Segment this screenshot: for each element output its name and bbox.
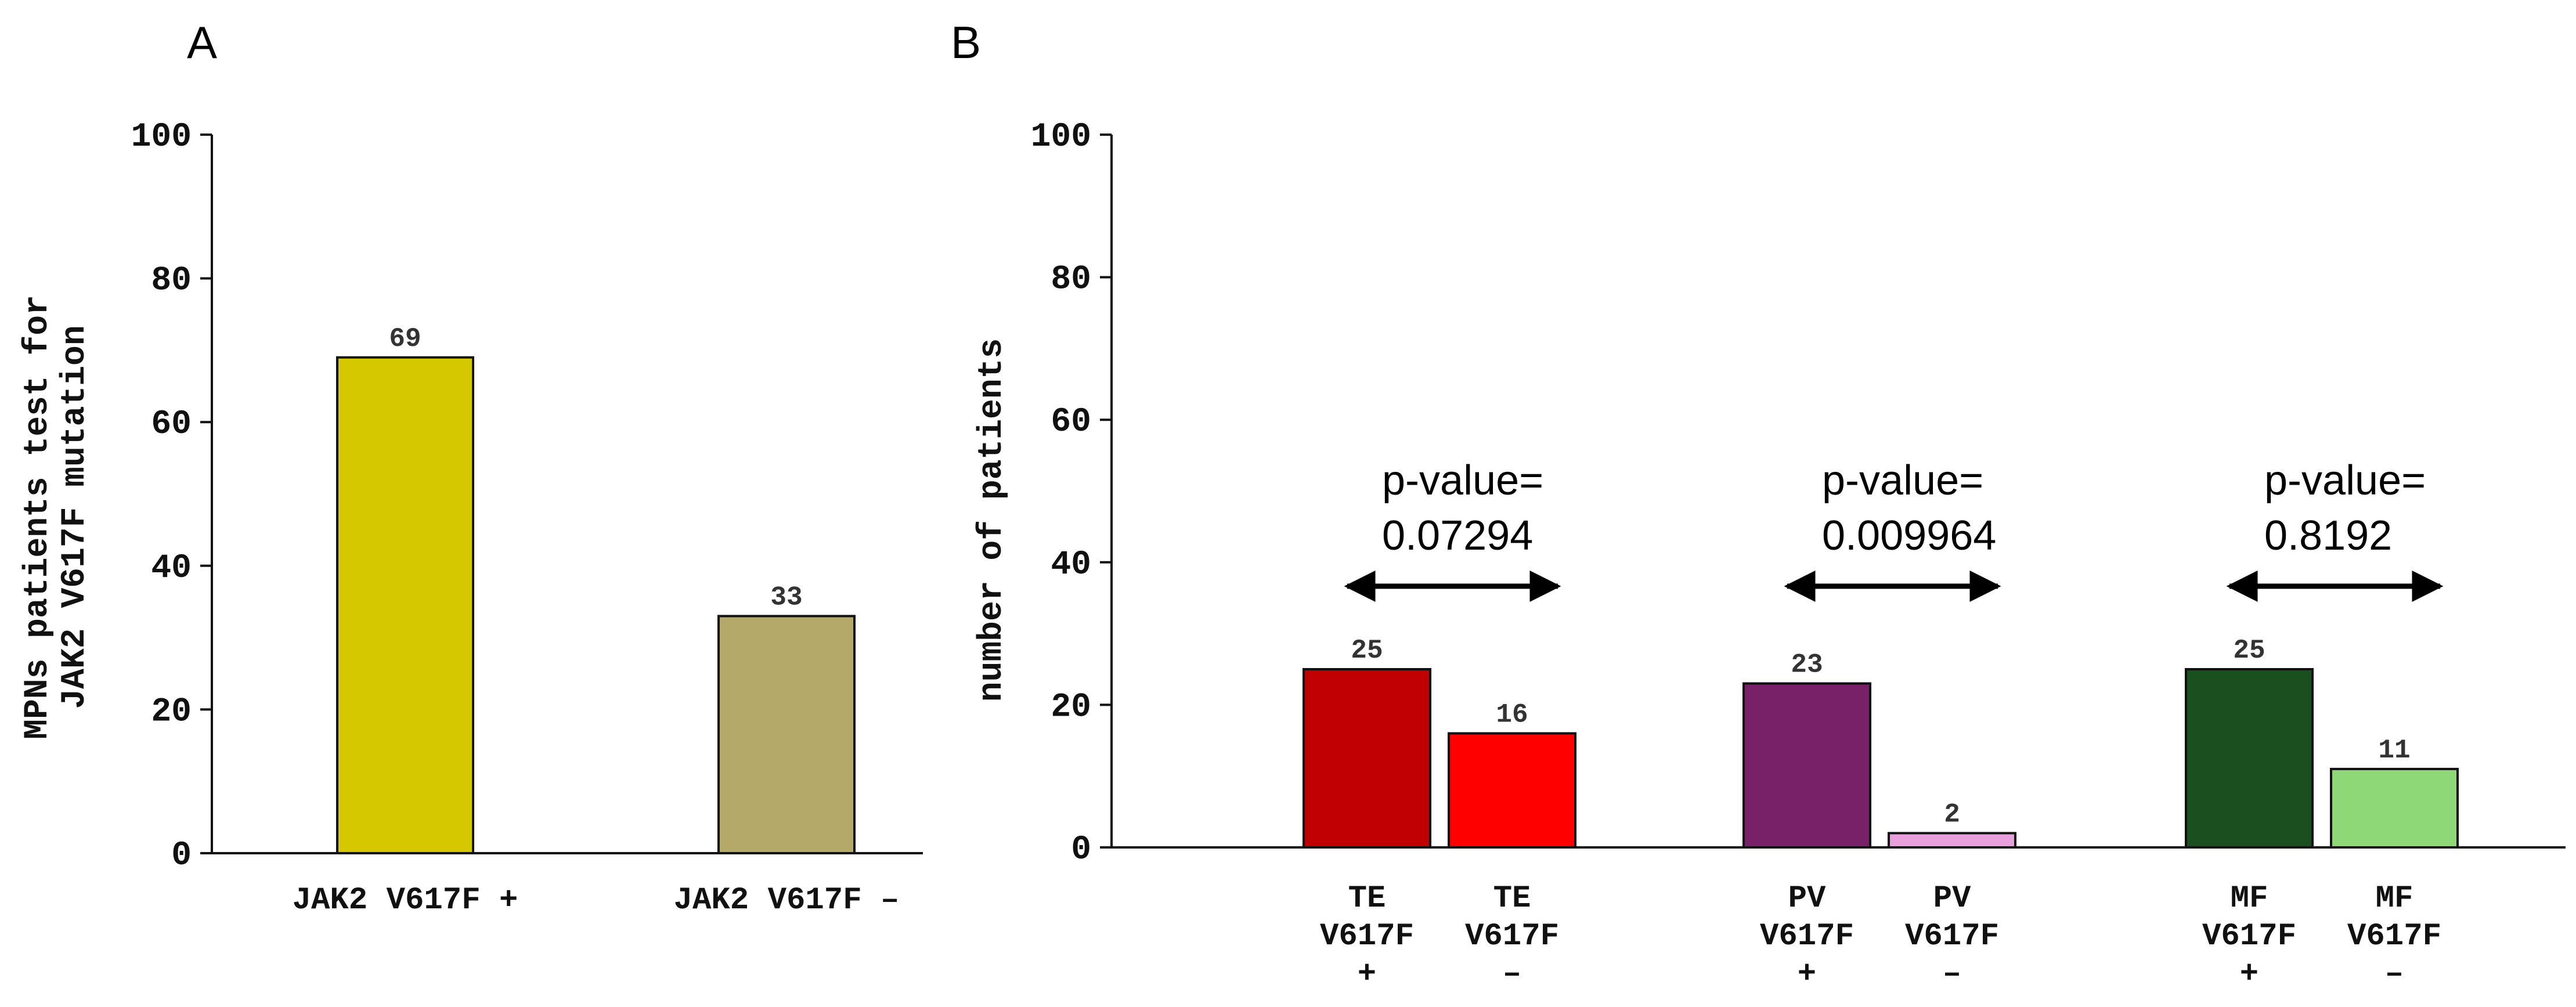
bar-value-label-a: 33	[770, 582, 802, 612]
bar-value-label-b: 2	[1944, 799, 1960, 829]
bar-b-3-1	[2185, 668, 2314, 849]
y-tick-label-a: 80	[151, 262, 192, 300]
y-tick-label-a: 40	[151, 550, 192, 587]
y-tick-label-b: 40	[1051, 546, 1091, 584]
bar-a-2	[717, 615, 856, 854]
x-tick-label-a: JAK2 V617F +	[293, 883, 518, 918]
y-tick-label-b: 20	[1051, 688, 1091, 726]
p-value-label: p-value=	[1382, 457, 1543, 504]
y-tick-label-b: 80	[1051, 261, 1091, 299]
x-tick-label-b: –	[2385, 957, 2404, 992]
x-tick-label-b: V617F	[1905, 919, 1999, 954]
bar-value-label-b: 11	[2378, 735, 2410, 766]
x-tick-label-b: PV	[1788, 881, 1826, 916]
y-tick-label-b: 100	[1031, 118, 1091, 156]
y-axis-title-a: MPNs patients test forJAK2 V617F mutatio…	[19, 295, 94, 739]
bar-b-1-1	[1303, 668, 1431, 849]
panel-label-b: B	[951, 17, 981, 68]
x-tick-label-b: V617F	[1465, 919, 1559, 954]
p-value-label: p-value=	[2264, 457, 2426, 504]
x-tick-label-b: TE	[1348, 881, 1386, 916]
bar-b-2-1	[1742, 682, 1871, 849]
x-tick-label-b: +	[1798, 957, 1816, 992]
bar-b-2-2	[1888, 832, 2016, 849]
y-axis-title-line-a: JAK2 V617F mutation	[56, 325, 94, 709]
bar-a-1	[336, 356, 474, 854]
x-tick-label-b: +	[2240, 957, 2258, 992]
x-tick-label-b: MF	[2376, 881, 2413, 916]
x-tick-label-b: MF	[2231, 881, 2268, 916]
bar-b-3-2	[2330, 767, 2459, 849]
x-tick-label-b: +	[1358, 957, 1376, 992]
x-tick-label-b: PV	[1933, 881, 1971, 916]
x-tick-label-b: V617F	[1760, 919, 1854, 954]
bar-value-label-b: 23	[1791, 650, 1823, 680]
x-tick-label-b: V617F	[2347, 919, 2441, 954]
x-tick-label-b: –	[1943, 957, 1961, 992]
y-tick-label-a: 20	[151, 693, 192, 731]
y-tick-label-a: 0	[171, 837, 192, 875]
bar-value-label-b: 25	[1351, 636, 1383, 666]
x-tick-label-a: JAK2 V617F –	[674, 883, 900, 918]
p-value-label: p-value=	[1822, 457, 1983, 504]
p-value-number: 0.8192	[2264, 512, 2392, 559]
y-tick-label-a: 100	[131, 118, 192, 156]
p-value-number: 0.07294	[1382, 512, 1533, 559]
panel-label-a: A	[187, 17, 217, 68]
x-tick-label-b: –	[1503, 957, 1521, 992]
x-tick-label-b: TE	[1493, 881, 1531, 916]
bar-value-label-b: 25	[2233, 636, 2265, 666]
x-tick-label-b: V617F	[1320, 919, 1414, 954]
y-tick-label-a: 60	[151, 406, 192, 443]
p-value-number: 0.009964	[1822, 512, 1996, 559]
bar-value-label-a: 69	[389, 324, 421, 354]
x-tick-label-b: V617F	[2202, 919, 2296, 954]
bar-value-label-b: 16	[1496, 700, 1528, 730]
y-tick-label-b: 60	[1051, 403, 1091, 441]
y-axis-title-b: number of patients	[973, 338, 1011, 702]
y-tick-label-b: 0	[1071, 831, 1091, 869]
y-axis-title-line-a: MPNs patients test for	[19, 295, 57, 739]
bar-b-1-2	[1448, 732, 1576, 849]
